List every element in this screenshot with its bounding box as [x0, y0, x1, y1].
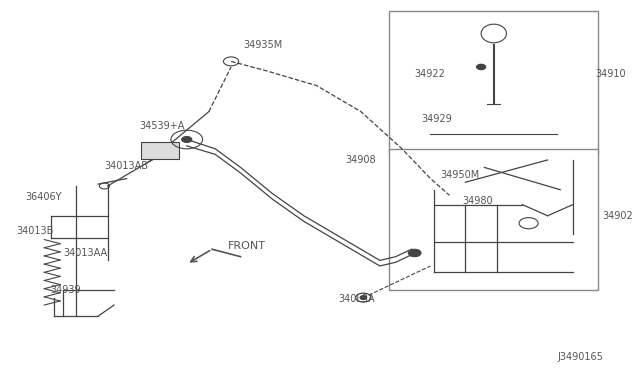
- Text: 34929: 34929: [421, 114, 452, 124]
- FancyBboxPatch shape: [389, 149, 598, 290]
- Circle shape: [408, 249, 421, 257]
- Text: 340L3A: 340L3A: [339, 295, 375, 304]
- FancyBboxPatch shape: [389, 11, 598, 153]
- Text: 34013AB: 34013AB: [104, 161, 148, 170]
- Text: 34910: 34910: [595, 70, 626, 79]
- Circle shape: [477, 64, 486, 70]
- Text: 34980: 34980: [462, 196, 493, 206]
- Text: 34935M: 34935M: [244, 40, 283, 49]
- Text: 34922: 34922: [415, 70, 445, 79]
- Circle shape: [360, 296, 367, 299]
- Text: 34902: 34902: [603, 211, 634, 221]
- FancyBboxPatch shape: [141, 142, 179, 159]
- Text: 34013B: 34013B: [16, 226, 53, 235]
- Circle shape: [182, 137, 192, 142]
- Text: 34908: 34908: [345, 155, 376, 165]
- Text: 34013AA: 34013AA: [63, 248, 108, 258]
- Text: 36406Y: 36406Y: [26, 192, 62, 202]
- Text: 34939: 34939: [51, 285, 81, 295]
- Text: FRONT: FRONT: [228, 241, 266, 250]
- Text: 34539+A: 34539+A: [140, 122, 185, 131]
- Text: J3490165: J3490165: [557, 352, 603, 362]
- Text: 34950M: 34950M: [440, 170, 479, 180]
